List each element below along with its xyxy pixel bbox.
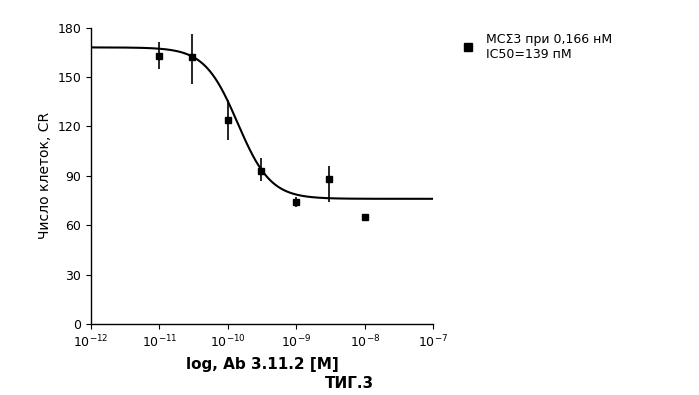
- Y-axis label: Число клеток, CR: Число клеток, CR: [38, 112, 52, 239]
- Legend: МСΣ3 при 0,166 нМ
IC50=139 пМ: МСΣ3 при 0,166 нМ IC50=139 пМ: [450, 28, 617, 66]
- X-axis label: log, Ab 3.11.2 [M]: log, Ab 3.11.2 [M]: [186, 357, 338, 372]
- Text: ΤИГ.3: ΤИГ.3: [325, 376, 374, 391]
